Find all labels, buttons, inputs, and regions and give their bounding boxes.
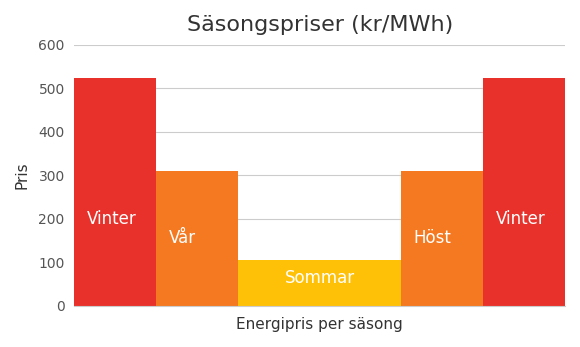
Text: Vinter: Vinter	[86, 210, 136, 228]
Text: Höst: Höst	[414, 229, 452, 247]
Bar	[238, 260, 401, 306]
Y-axis label: Pris: Pris	[15, 162, 30, 189]
Bar	[401, 171, 483, 306]
Text: Sommar: Sommar	[285, 270, 355, 287]
Title: Säsongspriser (kr/MWh): Säsongspriser (kr/MWh)	[187, 15, 453, 35]
Bar	[483, 77, 565, 306]
X-axis label: Energipris per säsong: Energipris per säsong	[236, 317, 403, 332]
Text: Vår: Vår	[168, 229, 195, 247]
Text: Vinter: Vinter	[495, 210, 545, 228]
Bar	[74, 77, 156, 306]
Bar	[156, 171, 238, 306]
